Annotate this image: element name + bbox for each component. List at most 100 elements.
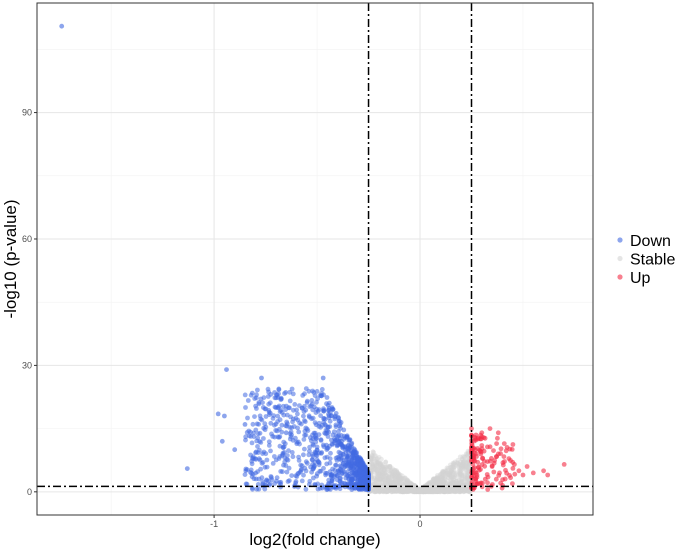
stable-point [438,488,443,494]
stable-point [381,481,386,486]
stable-point [459,456,465,462]
stable-point [441,480,447,486]
stable-point [445,483,451,489]
stable-point [413,488,419,494]
stable-point [374,460,380,466]
stable-point [452,488,458,494]
stable-point [408,487,414,493]
stable-point [374,470,380,476]
stable-point [415,486,421,492]
stable-point [459,478,465,484]
stable-point [424,488,429,494]
stable-point [443,483,449,489]
stable-point [425,488,431,494]
stable-point [439,473,445,479]
stable-point [433,482,438,488]
stable-point [457,454,463,460]
down-point [312,430,318,436]
stable-point [379,474,385,480]
stable-point [386,468,392,473]
stable-point [370,486,376,492]
stable-point [391,472,397,477]
stable-point [388,479,394,485]
stable-point [454,479,459,484]
stable-point [429,488,434,494]
y-tick-label: 0 [27,487,32,497]
stable-point [411,487,417,493]
stable-point [463,487,468,493]
stable-point [438,486,444,492]
stable-point [422,488,428,493]
stable-point [384,486,389,492]
stable-point [435,475,440,481]
stable-point [372,467,378,473]
up-point [475,446,480,451]
stable-point [390,489,396,494]
stable-point [396,481,402,486]
stable-point [446,485,452,491]
stable-point [446,481,452,487]
stable-point [421,489,426,495]
stable-point [465,461,470,466]
stable-point [415,489,420,494]
down-point [264,464,270,470]
stable-point [446,487,452,493]
stable-point [443,489,449,494]
stable-point [427,488,433,493]
stable-point [398,478,404,484]
stable-point [384,466,390,472]
stable-point [423,489,429,495]
stable-point [436,487,441,493]
stable-point [421,489,427,495]
down-point [310,415,316,421]
stable-point [449,465,455,470]
down-point [274,392,279,398]
stable-point [465,452,471,458]
down-point [324,401,329,407]
stable-point [390,466,396,472]
stable-point [379,456,384,462]
stable-point [373,489,379,495]
stable-point [431,488,436,494]
stable-point [439,488,444,494]
stable-point [410,487,416,493]
stable-point [371,450,376,455]
stable-point [424,486,430,492]
stable-point [377,476,383,482]
stable-point [404,478,410,483]
stable-point [435,489,440,494]
stable-point [457,473,463,479]
stable-point [457,480,463,485]
stable-point [430,481,435,487]
down-point [338,441,343,447]
stable-point [386,479,392,485]
stable-point [412,488,417,493]
down-point [287,425,293,430]
stable-point [436,478,442,483]
down-point [346,446,352,451]
stable-point [376,488,381,493]
down-point [315,396,320,402]
stable-point [397,488,403,493]
stable-point [414,489,420,495]
down-point [255,387,260,393]
stable-point [466,464,471,470]
stable-point [389,471,394,476]
stable-point [378,477,383,482]
stable-point [465,477,471,483]
stable-point [384,489,389,494]
stable-point [380,472,385,477]
stable-point [423,485,429,491]
down-point [258,440,264,445]
stable-point [424,489,429,494]
stable-point [456,469,462,474]
stable-point [422,488,428,494]
up-point [545,472,551,478]
stable-point [375,456,380,462]
stable-point [378,467,383,473]
stable-point [369,464,375,470]
stable-point [443,486,449,491]
stable-point [438,477,444,483]
stable-point [368,455,374,461]
stable-point [374,481,380,487]
